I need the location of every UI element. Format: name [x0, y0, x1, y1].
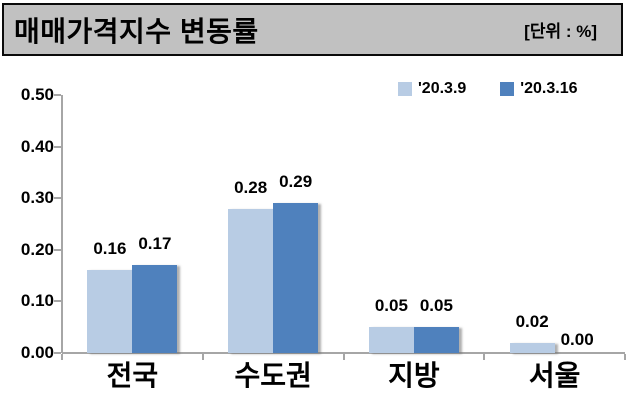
- legend-swatch-icon: [398, 82, 412, 96]
- x-axis-tick-mark: [61, 354, 63, 360]
- bar-value-label: 0.05: [419, 296, 453, 316]
- bar-지방-1: [368, 327, 414, 353]
- legend-item-1: '20.3.9: [398, 80, 466, 98]
- y-axis-tick-label: 0.00: [20, 343, 54, 362]
- x-axis-tick-mark: [342, 354, 345, 360]
- bar-value-label: 0.00: [560, 330, 594, 349]
- chart-header: 매매가격지수 변동률 [단위 : %]: [2, 3, 623, 56]
- bar-전국-2: [132, 265, 178, 353]
- bar-value-label: 0.16: [93, 239, 127, 259]
- bar-지방-2: [413, 327, 459, 353]
- category-label-3: 지방: [388, 360, 440, 391]
- bar-value-label: 0.02: [515, 311, 549, 331]
- y-axis-tick-mark: [54, 145, 61, 148]
- y-axis-tick-label: 0.50: [20, 85, 54, 104]
- category-label-4: 서울: [528, 360, 581, 391]
- x-axis-tick-mark: [483, 354, 486, 360]
- legend-label: '20.3.16: [520, 80, 578, 97]
- unit-label: [단위 : %]: [524, 22, 597, 41]
- x-axis-line: [62, 352, 625, 354]
- bar-value-label: 0.28: [234, 177, 268, 197]
- y-axis-tick-label: 0.40: [20, 136, 54, 156]
- chart-title: 매매가격지수 변동률: [14, 15, 259, 47]
- bar-서울-1: [509, 342, 555, 353]
- category-label-2: 수도권: [234, 360, 312, 391]
- bar-전국-1: [87, 270, 133, 353]
- x-axis-tick-mark: [201, 354, 204, 360]
- y-axis-tick-label: 0.10: [20, 291, 54, 311]
- bar-수도권-1: [228, 208, 274, 353]
- x-axis-tick-mark: [624, 354, 626, 360]
- bar-value-label: 0.05: [374, 296, 408, 316]
- legend-swatch-icon: [500, 82, 515, 96]
- bar-수도권-2: [273, 203, 319, 353]
- legend-label: '20.3.9: [418, 80, 467, 97]
- y-axis-tick-label: 0.30: [20, 188, 54, 208]
- bar-value-label: 0.17: [138, 234, 172, 254]
- y-axis-tick-label: 0.20: [20, 239, 54, 259]
- legend-item-2: '20.3.16: [500, 80, 577, 98]
- y-axis-tick-mark: [54, 94, 61, 96]
- y-axis-tick-mark: [54, 248, 61, 251]
- y-axis-tick-mark: [54, 300, 61, 303]
- chart-legend: '20.3.9 '20.3.16: [398, 80, 577, 98]
- bar-value-label: 0.29: [279, 172, 313, 192]
- y-axis-tick-mark: [54, 197, 61, 200]
- y-axis-tick-mark: [54, 352, 61, 354]
- y-axis-line: [61, 95, 63, 353]
- category-label-1: 전국: [106, 360, 159, 391]
